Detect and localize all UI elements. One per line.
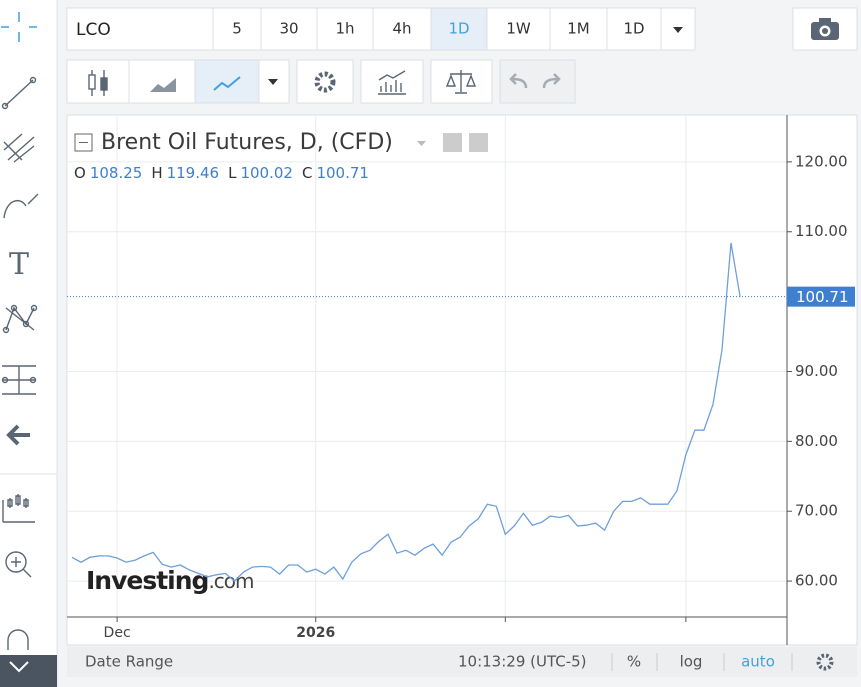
indicators-button[interactable] [360,59,424,104]
scale-icon [445,70,477,94]
date-range[interactable]: Date Range [85,653,173,671]
line-button[interactable] [194,59,260,104]
collapse-icon[interactable] [74,133,93,152]
brush-tool[interactable] [3,193,39,219]
ohlc-key: L [228,164,237,182]
undo-redo-icons [509,73,561,89]
style-toolbar [66,59,576,104]
y-tick-label: 90.00 [795,362,838,380]
camera-icon [811,18,839,40]
measure-tool[interactable] [1,365,37,395]
candles-button[interactable] [66,59,130,104]
interval-button[interactable] [260,7,318,51]
interval-dropdown-arrow [673,27,683,33]
trendline-tool[interactable] [1,76,37,110]
pattern-tool[interactable] [2,304,38,334]
settings-icon[interactable] [469,133,488,152]
interval-label: 5 [232,20,242,38]
symbol[interactable]: LCO [76,20,111,40]
interval-button[interactable] [606,7,662,51]
indicators-icon [378,70,406,95]
interval-toolbar: LCO 5 30 1h 4h 1D 1W 1M 1D [66,7,696,51]
fib-tool[interactable] [3,133,35,163]
ohlc-text: O 108.25 H 119.46 L 100.02 C 100.71 [74,164,369,182]
y-tick-label: 80.00 [795,432,838,450]
left-toolbar [0,0,57,687]
y-tick-label: 70.00 [795,502,838,520]
interval-label: 1D [448,20,469,38]
crosshair-tool[interactable] [1,12,37,42]
interval-label: 1D [623,20,644,38]
interval-button[interactable] [212,7,262,51]
zoom-tool[interactable] [5,551,32,578]
visibility-icon[interactable] [443,133,462,152]
interval-label: 30 [279,20,298,38]
chart-panel [66,114,858,646]
interval-label: 1M [567,20,590,38]
chevron [9,661,29,673]
ohlc-value: 100.02 [240,164,293,182]
ohlc-value: 108.25 [90,164,143,182]
ohlc-value: 100.71 [316,164,369,182]
last-price-box [787,286,855,307]
text-tool[interactable]: T [9,247,29,282]
percent-toggle[interactable]: % [627,653,641,671]
title-dropdown[interactable] [417,141,426,146]
x-tick-label: 2026 [296,625,335,641]
footer [67,647,857,677]
footer-settings[interactable] [816,653,834,671]
area-icon [150,78,176,92]
candles-icon [88,70,108,96]
back-tool[interactable] [6,424,30,446]
interval-label: 1W [506,20,531,38]
y-tick-label: 110.00 [795,222,848,240]
log-toggle[interactable]: log [680,653,703,671]
interval-button[interactable] [430,7,488,51]
auto-toggle[interactable]: auto [741,653,775,671]
area-button[interactable] [128,59,196,104]
svg-text:T: T [9,247,29,282]
interval-button[interactable] [316,7,374,51]
price-line [71,242,741,582]
line-icon [213,76,241,91]
magnet-tool[interactable] [7,629,29,650]
interval-label: 1h [335,20,354,38]
footer-dividers [611,653,793,671]
ohlc-key: H [151,164,162,182]
indicator-tool[interactable] [2,494,35,523]
settings-button[interactable] [296,59,354,104]
collapse-button[interactable] [0,655,57,687]
chart-title: Brent Oil Futures, D, (CFD) [101,130,393,155]
x-tick-label: Dec [104,625,131,641]
ohlc-legend: O 108.25 H 119.46 L 100.02 C 100.71 [74,164,369,182]
arrow [268,79,278,85]
gear-icon [314,71,336,93]
chart: 60.00 70.00 80.00 90.00 110.00 120.00 Dec 2026 I… [67,115,855,645]
watermark-part: .com [208,569,253,593]
y-tick-label: 60.00 [795,572,838,590]
undo-redo[interactable] [499,59,576,104]
last-price-label: 100.71 [796,288,849,306]
interval-button[interactable] [372,7,432,51]
watermark-part: Investing [86,566,208,595]
y-tick-label: 120.00 [795,152,848,170]
interval-label: 4h [392,20,411,38]
ohlc-key: C [302,164,312,182]
watermark: Investing.com [86,566,254,595]
ohlc-value: 119.46 [167,164,220,182]
ohlc-key: O [74,164,86,182]
clock: 10:13:29 (UTC-5) [458,653,587,671]
